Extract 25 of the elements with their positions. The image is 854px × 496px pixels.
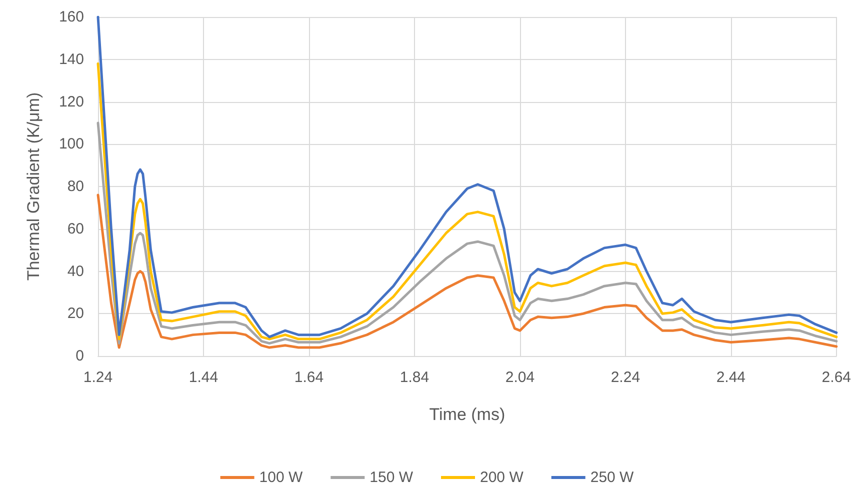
- line-series: [96, 194, 838, 349]
- x-axis-title: Time (ms): [429, 405, 506, 424]
- y-tick-label: 0: [76, 348, 84, 364]
- x-tick-label: 2.24: [610, 369, 640, 386]
- x-tick-label: 1.84: [400, 369, 430, 386]
- legend-label: 150 W: [370, 469, 414, 486]
- y-tick-label: 160: [58, 8, 84, 26]
- x-tick-label: 2.04: [505, 369, 535, 386]
- y-tick-label: 80: [67, 178, 84, 195]
- x-tick-label: 1.44: [188, 369, 218, 386]
- y-tick-label: 120: [58, 93, 84, 110]
- x-tick-label: 1.24: [83, 369, 113, 386]
- y-tick-label: 140: [58, 50, 84, 68]
- y-tick-label: 40: [67, 262, 84, 280]
- legend-label: 200 W: [480, 469, 524, 486]
- y-tick-label: 100: [58, 136, 84, 153]
- y-tick-label: 60: [67, 220, 84, 238]
- legend-label: 250 W: [590, 469, 635, 486]
- y-tick-label: 20: [67, 305, 84, 322]
- x-tick-label: 1.64: [294, 369, 324, 386]
- y-axis-title: Thermal Gradient (K/μm): [24, 92, 43, 281]
- x-tick-label: 2.44: [716, 369, 746, 386]
- legend-label: 100 W: [259, 469, 304, 486]
- x-tick-label: 2.64: [822, 369, 852, 386]
- line-series: [96, 122, 838, 345]
